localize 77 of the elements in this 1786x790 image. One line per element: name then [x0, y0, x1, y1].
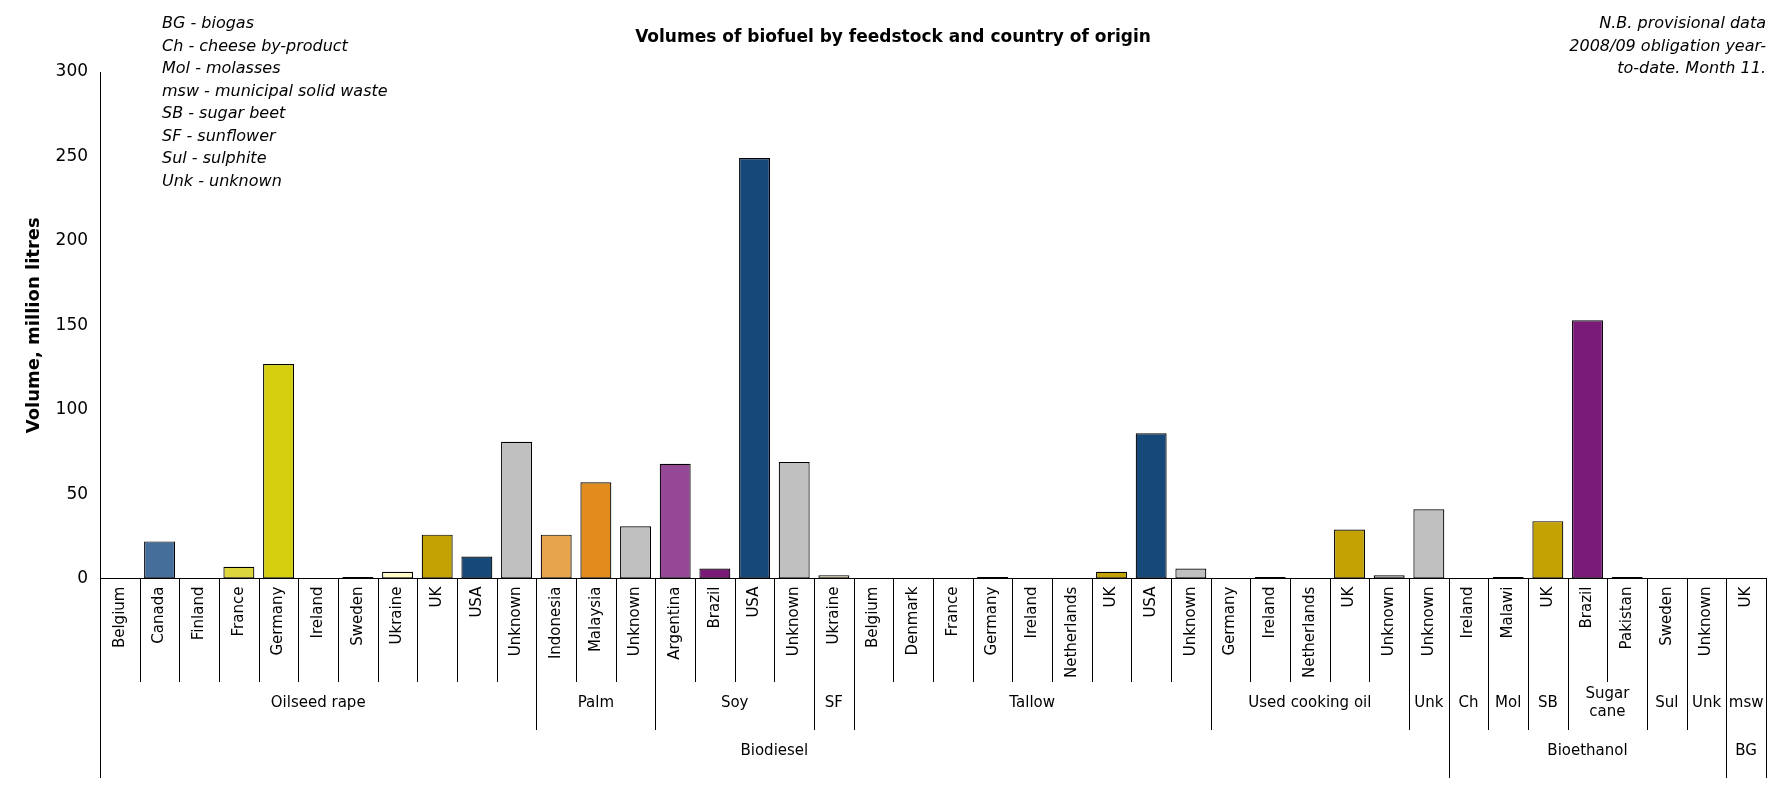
- y-tick-label: 50: [66, 482, 89, 503]
- x-tick-label: Denmark: [903, 586, 922, 656]
- x-tick-label: Brazil: [1577, 586, 1596, 629]
- text: Used cooking oil: [1248, 693, 1372, 712]
- text: Mol: [1495, 693, 1522, 712]
- x-tick-label: Unknown: [1180, 586, 1199, 657]
- text: msw: [1728, 693, 1764, 712]
- y-tick-label: 250: [55, 144, 89, 165]
- text: Tallow: [1008, 693, 1056, 712]
- y-tick-label: 150: [55, 313, 89, 334]
- x-tick-label: Unknown: [506, 586, 525, 657]
- annotation: Unk - unknown: [162, 169, 283, 192]
- x-tick-label: Unknown: [625, 586, 644, 657]
- text: Bioethanol: [1547, 741, 1628, 760]
- x-tick-label: USA: [744, 585, 763, 618]
- text: SB: [1537, 693, 1558, 712]
- x-tick-label: Malaysia: [585, 586, 604, 653]
- text: Ch - cheese by-product: [162, 34, 350, 57]
- annotation: msw - municipal solid waste: [162, 79, 388, 102]
- x-tick-label: Ireland: [1022, 586, 1041, 639]
- x-tick-label: UK: [1101, 585, 1120, 608]
- text: BG - biogas: [162, 12, 255, 34]
- chart-title: Volumes of biofuel by feedstock and country of origin: [635, 26, 1151, 46]
- x-tick-label: Canada: [149, 586, 168, 644]
- text: Sugar cane: [1585, 684, 1631, 721]
- x-tick-label: Unknown: [784, 586, 803, 657]
- x-tick-label: Belgium: [109, 586, 128, 649]
- annotation: Mol - molasses: [162, 57, 282, 79]
- x-tick-label: UK: [427, 585, 446, 608]
- text: Oilseed rape: [270, 693, 366, 712]
- text: SF: [824, 693, 843, 712]
- x-tick-label: UK: [1736, 585, 1755, 608]
- x-tick-label: Sweden: [1656, 586, 1675, 646]
- x-tick-label: Germany: [982, 586, 1001, 656]
- text: Ch: [1458, 693, 1479, 712]
- y-axis-title: Volume, million litres: [22, 217, 44, 434]
- x-tick-label: Unknown: [1379, 586, 1398, 657]
- text: BG: [1735, 741, 1757, 760]
- x-tick-label: Argentina: [665, 586, 684, 660]
- x-tick-label: Netherlands: [1299, 586, 1318, 678]
- annotation: N.B. provisional data 2008/09 obligation year-to-date. Month 11.: [1568, 12, 1766, 79]
- annotation: Sul - sulphite: [162, 147, 268, 169]
- text: Biodiesel: [740, 741, 809, 760]
- x-tick-label: Ireland: [308, 586, 327, 639]
- y-tick-label: 100: [55, 398, 89, 419]
- text: Unk: [1414, 693, 1444, 712]
- x-tick-label: Belgium: [863, 586, 882, 649]
- x-tick-label: USA: [466, 585, 485, 618]
- x-tick-label: France: [228, 586, 247, 637]
- y-tick-label: 200: [55, 229, 89, 250]
- x-tick-label: Ireland: [1260, 586, 1279, 639]
- text: Unk: [1691, 693, 1722, 712]
- x-tick-label: Malawi: [1498, 586, 1517, 639]
- x-tick-label: Indonesia: [546, 586, 565, 660]
- x-tick-label: Pakistan: [1617, 586, 1636, 650]
- y-tick-label: 0: [77, 566, 89, 587]
- x-tick-label: France: [942, 586, 961, 637]
- annotation: SB - sugar beet: [162, 102, 287, 124]
- x-tick-label: Finland: [189, 586, 208, 641]
- x-tick-label: Germany: [1220, 586, 1239, 656]
- text: Sul: [1655, 693, 1679, 712]
- x-tick-label: Ukraine: [387, 586, 406, 645]
- x-tick-label: Brazil: [704, 586, 723, 629]
- x-tick-label: USA: [1141, 585, 1160, 618]
- x-tick-label: Ireland: [1458, 586, 1477, 639]
- y-tick-label: 300: [55, 60, 89, 81]
- annotation: SF - sunflower: [162, 124, 278, 147]
- x-tick-label: Netherlands: [1061, 586, 1080, 678]
- x-tick-label: Ukraine: [823, 586, 842, 645]
- x-tick-label: Germany: [268, 586, 287, 656]
- x-tick-label: Unknown: [1418, 586, 1437, 657]
- x-tick-label: UK: [1537, 585, 1556, 608]
- x-tick-label: UK: [1339, 585, 1358, 608]
- text: Palm: [577, 693, 615, 712]
- text: Soy: [720, 693, 749, 712]
- x-tick-label: Unknown: [1696, 586, 1715, 657]
- x-tick-label: Sweden: [347, 586, 366, 646]
